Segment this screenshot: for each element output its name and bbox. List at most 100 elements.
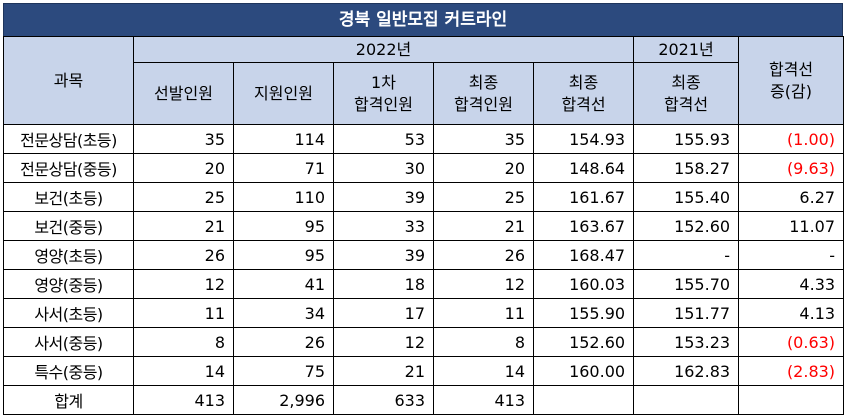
diff-header: 합격선 증(감) bbox=[738, 36, 845, 125]
final-pass-cell: 20 bbox=[433, 153, 534, 183]
cutoff-2021-cell: 155.93 bbox=[633, 124, 740, 154]
applied-cell: 95 bbox=[233, 211, 334, 241]
applied-header: 지원인원 bbox=[233, 62, 334, 125]
table-title: 경북 일반모집 커트라인 bbox=[3, 3, 843, 36]
table-row: 사서(초등) 11 34 17 11 155.90 151.77 4.13 bbox=[3, 298, 845, 328]
cutoff-2021-header-line1: 최종 bbox=[671, 72, 701, 92]
diff-cell: 4.13 bbox=[738, 298, 845, 328]
applied-cell: 114 bbox=[233, 124, 334, 154]
first-pass-header-line2: 합격인원 bbox=[354, 94, 413, 114]
table-row: 전문상담(초등) 35 114 53 35 154.93 155.93 (1.00) bbox=[3, 124, 845, 154]
cutoff-table-container: 경북 일반모집 커트라인 과목 2022년 2021년 합격선 증(감) bbox=[3, 3, 845, 415]
first-pass-cell: 633 bbox=[333, 385, 434, 415]
diff-cell: (2.83) bbox=[738, 356, 845, 386]
first-pass-cell: 17 bbox=[333, 298, 434, 328]
year-2021-header: 2021년 bbox=[633, 36, 740, 63]
subject-cell: 영양(중등) bbox=[3, 269, 134, 299]
first-pass-cell: 39 bbox=[333, 240, 434, 270]
final-pass-header-line1: 최종 bbox=[468, 72, 499, 92]
cutoff-2022-cell: 160.00 bbox=[532, 356, 635, 386]
selected-header-label: 선발인원 bbox=[154, 83, 213, 103]
cutoff-2021-cell: - bbox=[633, 240, 740, 270]
first-pass-cell: 12 bbox=[333, 327, 434, 357]
selected-cell: 26 bbox=[133, 240, 234, 270]
subject-header: 과목 bbox=[3, 36, 134, 125]
cutoff-2022-cell: 163.67 bbox=[532, 211, 635, 241]
diff-cell: (1.00) bbox=[738, 124, 845, 154]
first-pass-header: 1차 합격인원 bbox=[333, 62, 434, 125]
applied-cell: 71 bbox=[233, 153, 334, 183]
diff-cell: (0.63) bbox=[738, 327, 845, 357]
final-pass-cell: 11 bbox=[433, 298, 534, 328]
cutoff-2022-cell: 161.67 bbox=[532, 182, 635, 212]
cutoff-2022-cell bbox=[532, 385, 635, 415]
diff-header-line2: 증(감) bbox=[770, 81, 813, 101]
final-pass-cell: 25 bbox=[433, 182, 534, 212]
table-row: 보건(초등) 25 110 39 25 161.67 155.40 6.27 bbox=[3, 182, 845, 212]
subject-cell: 사서(초등) bbox=[3, 298, 134, 328]
cutoff-2021-cell: 162.83 bbox=[633, 356, 740, 386]
cutoff-2022-header: 최종 합격선 bbox=[532, 62, 635, 125]
final-pass-cell: 35 bbox=[433, 124, 534, 154]
applied-cell: 95 bbox=[233, 240, 334, 270]
final-pass-cell: 8 bbox=[433, 327, 534, 357]
applied-cell: 110 bbox=[233, 182, 334, 212]
subject-cell: 전문상담(초등) bbox=[3, 124, 134, 154]
applied-cell: 2,996 bbox=[233, 385, 334, 415]
year-2022-header: 2022년 bbox=[132, 36, 635, 63]
first-pass-cell: 30 bbox=[333, 153, 434, 183]
table-body: 전문상담(초등) 35 114 53 35 154.93 155.93 (1.00) 전문상담(… bbox=[3, 124, 845, 415]
applied-cell: 34 bbox=[233, 298, 334, 328]
cutoff-2021-cell: 155.40 bbox=[633, 182, 740, 212]
selected-header: 선발인원 bbox=[133, 62, 234, 125]
cutoff-2021-header: 최종 합격선 bbox=[633, 62, 740, 125]
selected-cell: 413 bbox=[133, 385, 234, 415]
diff-cell bbox=[738, 385, 845, 415]
cutoff-2022-header-line2: 합격선 bbox=[561, 94, 606, 114]
diff-cell: 11.07 bbox=[738, 211, 845, 241]
table-row: 사서(중등) 8 26 12 8 152.60 153.23 (0.63) bbox=[3, 327, 845, 357]
final-pass-cell: 14 bbox=[433, 356, 534, 386]
subject-cell: 영양(초등) bbox=[3, 240, 134, 270]
first-pass-cell: 39 bbox=[333, 182, 434, 212]
final-pass-cell: 12 bbox=[433, 269, 534, 299]
first-pass-cell: 18 bbox=[333, 269, 434, 299]
diff-header-line1: 합격선 bbox=[768, 59, 814, 79]
final-pass-header: 최종 합격인원 bbox=[433, 62, 534, 125]
cutoff-2021-cell: 153.23 bbox=[633, 327, 740, 357]
cutoff-2022-cell: 154.93 bbox=[532, 124, 635, 154]
cutoff-2021-cell: 155.70 bbox=[633, 269, 740, 299]
diff-cell: - bbox=[738, 240, 845, 270]
cutoff-2021-cell: 151.77 bbox=[633, 298, 740, 328]
table-row: 전문상담(중등) 20 71 30 20 148.64 158.27 (9.63) bbox=[3, 153, 845, 183]
cutoff-2021-cell bbox=[633, 385, 740, 415]
total-row: 합계 413 2,996 633 413 bbox=[3, 385, 845, 415]
applied-cell: 41 bbox=[233, 269, 334, 299]
selected-cell: 25 bbox=[133, 182, 234, 212]
diff-cell: (9.63) bbox=[738, 153, 845, 183]
subject-cell: 전문상담(중등) bbox=[3, 153, 134, 183]
diff-cell: 4.33 bbox=[738, 269, 845, 299]
cutoff-2022-cell: 148.64 bbox=[532, 153, 635, 183]
cutoff-2021-cell: 152.60 bbox=[633, 211, 740, 241]
selected-cell: 21 bbox=[133, 211, 234, 241]
applied-cell: 26 bbox=[233, 327, 334, 357]
cutoff-table: 과목 2022년 2021년 합격선 증(감) 선발인원 지원인원 1차 합격인… bbox=[3, 36, 845, 415]
table-row: 영양(초등) 26 95 39 26 168.47- - bbox=[3, 240, 845, 270]
cutoff-2022-cell: 152.60 bbox=[532, 327, 635, 357]
selected-cell: 11 bbox=[133, 298, 234, 328]
cutoff-2022-cell: 168.47 bbox=[532, 240, 635, 270]
table-row: 보건(중등) 21 95 33 21 163.67 152.60 11.07 bbox=[3, 211, 845, 241]
first-pass-cell: 21 bbox=[333, 356, 434, 386]
first-pass-header-line1: 1차 bbox=[371, 72, 396, 92]
final-pass-header-line2: 합격인원 bbox=[454, 94, 513, 114]
subject-cell: 보건(중등) bbox=[3, 211, 134, 241]
selected-cell: 35 bbox=[133, 124, 234, 154]
first-pass-cell: 33 bbox=[333, 211, 434, 241]
final-pass-cell: 26 bbox=[433, 240, 534, 270]
subject-cell: 사서(중등) bbox=[3, 327, 134, 357]
selected-cell: 8 bbox=[133, 327, 234, 357]
applied-cell: 75 bbox=[233, 356, 334, 386]
table-row: 영양(중등) 12 41 18 12 160.03 155.70 4.33 bbox=[3, 269, 845, 299]
selected-cell: 12 bbox=[133, 269, 234, 299]
